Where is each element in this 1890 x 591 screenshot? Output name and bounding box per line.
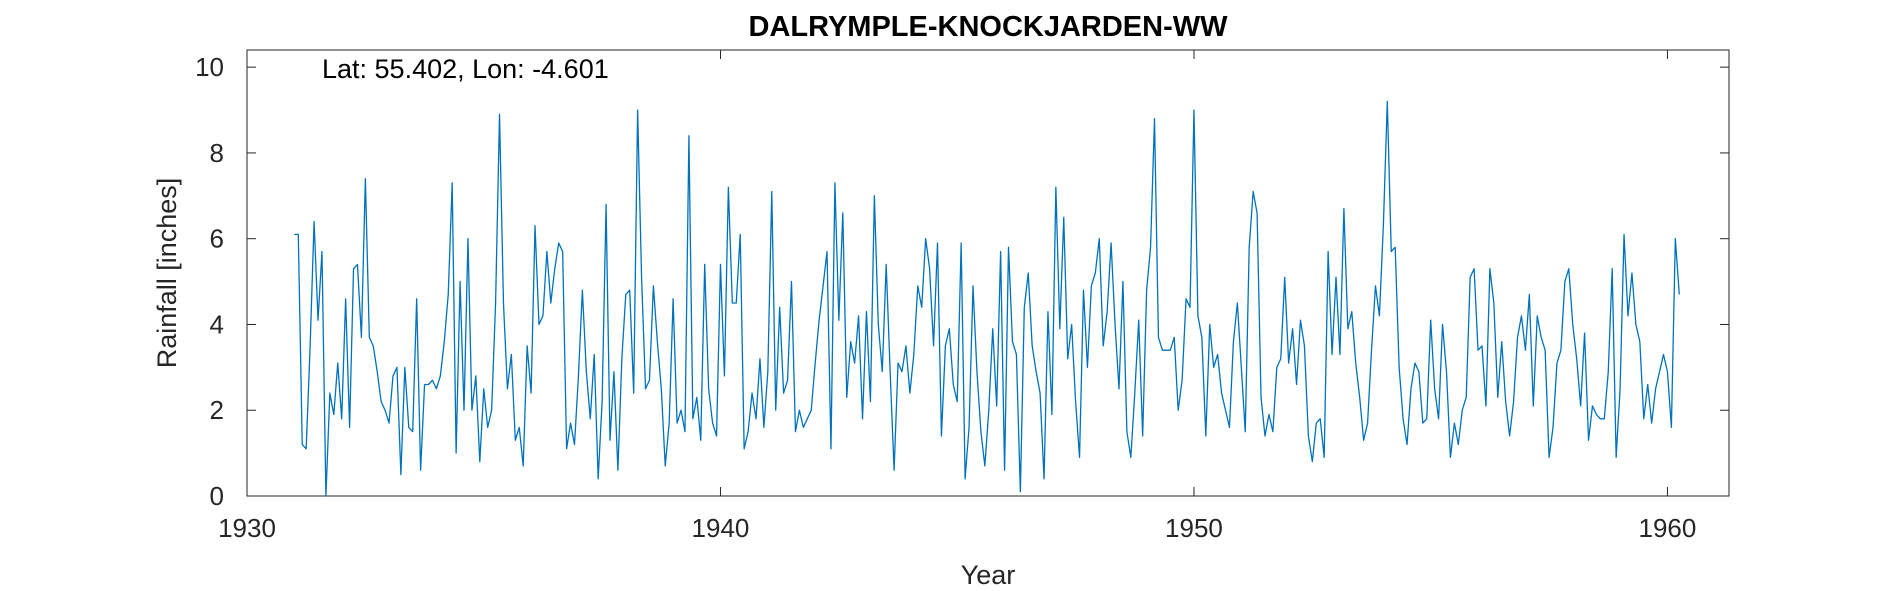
x-tick-label: 1950 — [1165, 513, 1223, 543]
ticks: 1930 1940 1950 1960 0 2 4 6 8 10 — [195, 50, 1729, 543]
y-tick-label: 8 — [210, 138, 224, 168]
y-tick-label: 6 — [210, 224, 224, 254]
x-axis-label: Year — [961, 560, 1016, 590]
y-tick-label: 4 — [210, 309, 224, 339]
x-tick-label: 1960 — [1639, 513, 1697, 543]
y-tick-label: 0 — [210, 481, 224, 511]
y-tick-label: 10 — [195, 52, 224, 82]
y-tick-label: 2 — [210, 395, 224, 425]
rainfall-series-line — [294, 100, 1680, 497]
chart-title: DALRYMPLE-KNOCKJARDEN-WW — [749, 11, 1229, 43]
plot-frame — [246, 49, 1730, 497]
station-annotation: Lat: 55.402, Lon: -4.601 — [322, 54, 609, 84]
x-tick-label: 1930 — [218, 513, 276, 543]
axes — [246, 49, 1730, 497]
y-axis-label: Rainfall [inches] — [152, 178, 182, 369]
x-tick-label: 1940 — [692, 513, 750, 543]
